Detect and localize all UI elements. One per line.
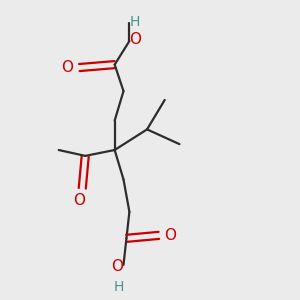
Text: O: O <box>112 259 124 274</box>
Text: O: O <box>73 193 85 208</box>
Text: O: O <box>165 228 177 243</box>
Text: O: O <box>61 60 74 75</box>
Text: H: H <box>114 280 124 294</box>
Text: O: O <box>129 32 141 47</box>
Text: H: H <box>130 15 140 29</box>
